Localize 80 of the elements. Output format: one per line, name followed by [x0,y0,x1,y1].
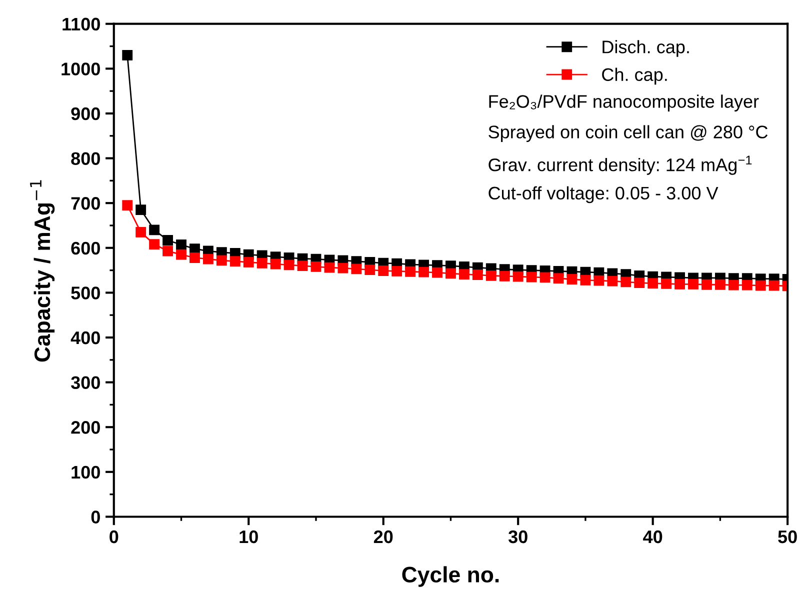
point [230,256,240,267]
point [674,278,685,290]
point [661,278,672,289]
annotation: Sprayed on coin cell can @ 280 °C [488,125,768,142]
point [580,274,591,286]
point [458,269,470,280]
point [176,240,186,250]
point [688,278,698,290]
point [162,235,173,246]
point [256,258,268,268]
point [216,255,227,266]
point [202,254,214,264]
y-tick-label: 600 [71,242,100,255]
point [392,266,402,276]
point [284,260,294,270]
point [162,246,173,256]
point [405,266,416,277]
point [499,270,510,282]
x-tick-label: 50 [778,530,797,544]
point [446,268,456,279]
point [136,204,146,216]
point [351,264,362,274]
y-axis-title: Capacity / mAg$^{−1}$ [30,180,55,362]
legend-label: Ch. cap. [602,68,667,85]
annotation: Cut-off voltage: 0.05 - 3.00 V [488,186,718,204]
point [755,280,766,291]
x-tick-label: 0 [110,530,118,544]
point [540,272,550,283]
point [648,278,658,288]
point [634,278,645,288]
point [149,239,160,250]
y-tick-label: 500 [71,286,100,300]
legend-label: Disch. cap. [602,40,689,57]
y-tick-label: 800 [71,152,100,165]
point [768,280,780,291]
point [122,200,133,211]
point [338,262,348,274]
x-tick-label: 10 [240,530,258,544]
point [742,280,752,290]
point [512,271,524,282]
point [378,266,389,276]
annotation: Fe₂O₃/PVdF nanocomposite layer [489,94,759,112]
x-axis-title: Cycle no. [402,566,499,587]
y-tick-label: 200 [71,421,100,434]
y-tick-label: 400 [70,331,100,344]
point [176,249,186,260]
point [607,276,618,286]
point [270,258,281,270]
point [243,257,254,268]
x-tick-label: 40 [643,530,662,544]
point [136,226,146,238]
point [418,266,429,278]
y-tick-label: 0 [91,510,100,524]
x-tick-label: 20 [374,530,393,544]
y-tick-label: 1000 [62,62,100,76]
point [122,50,133,60]
y-tick-label: 900 [71,107,100,120]
y-tick-label: 100 [72,466,100,479]
y-tick-label: 300 [70,376,100,390]
point [620,276,632,288]
annotation: Grav. current density: 124 mAg$^{−1}$ [488,156,752,175]
point [297,260,308,272]
point [728,280,739,290]
point [310,261,322,272]
point [324,262,335,273]
y-tick-label: 700 [71,197,100,210]
point [149,224,160,236]
point [594,275,604,286]
point [190,252,200,263]
point [486,270,496,281]
point [364,264,376,276]
point [432,267,442,278]
point [553,273,564,284]
point [714,279,726,290]
y-tick-label: 1100 [62,18,100,31]
point [526,272,537,282]
x-tick-label: 30 [508,530,528,544]
point [472,270,483,280]
point [566,274,578,284]
point [702,279,712,290]
